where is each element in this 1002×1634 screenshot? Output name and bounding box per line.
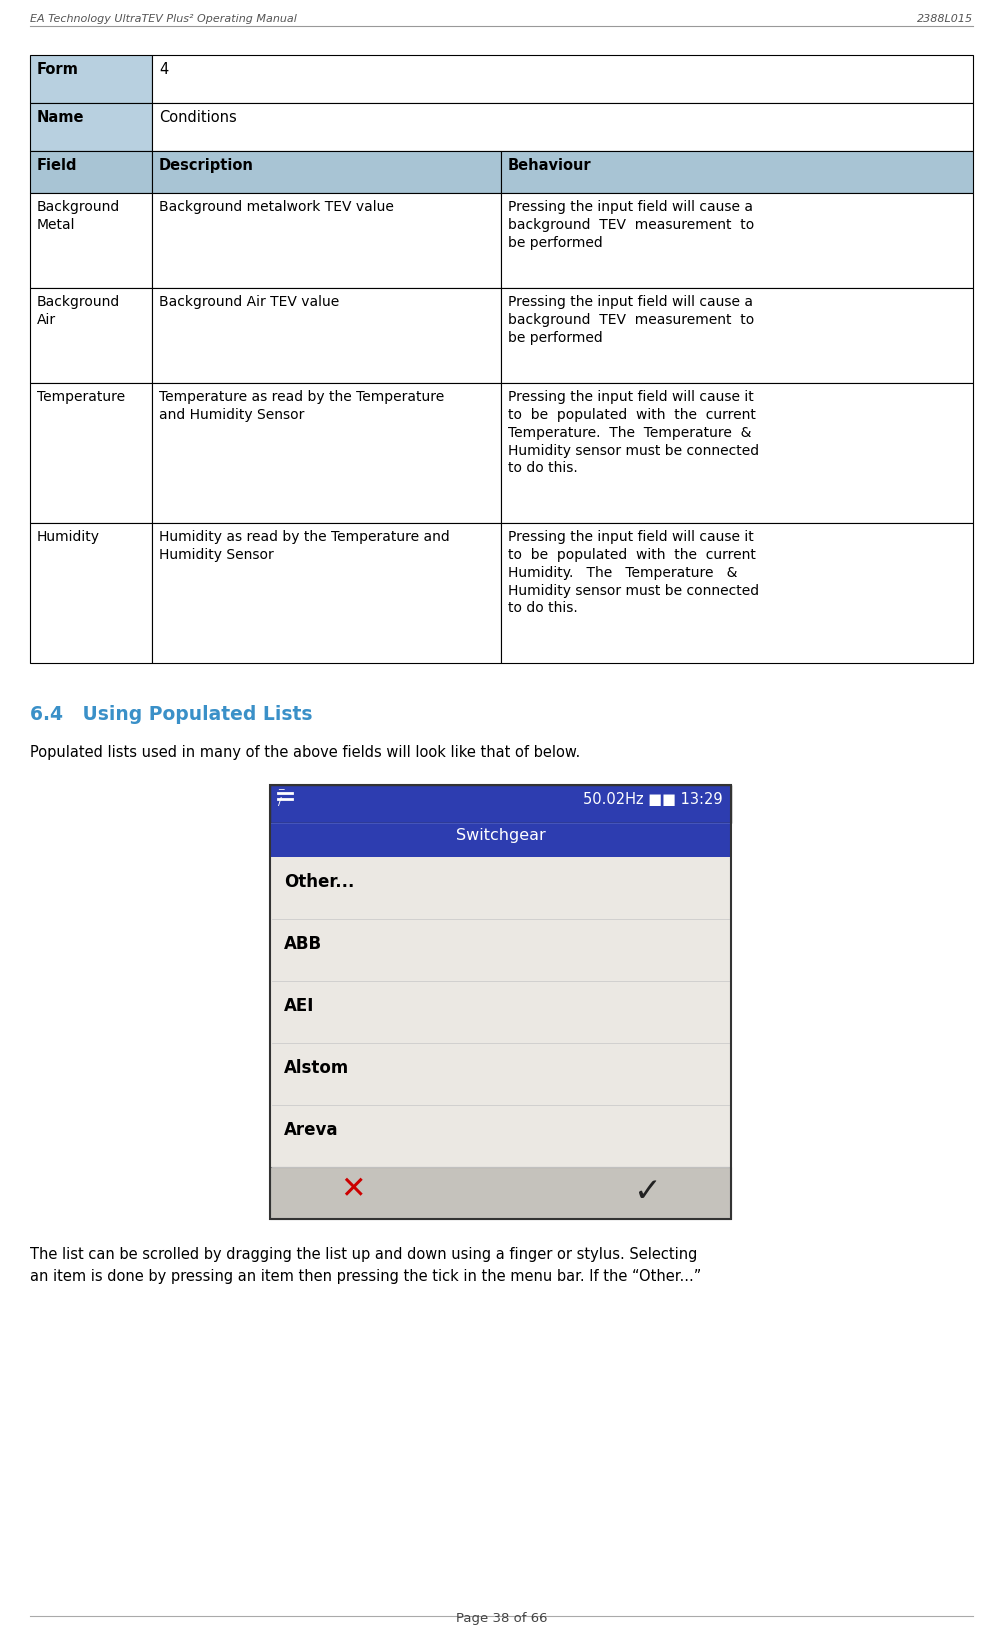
Bar: [152, 288, 501, 382]
Text: ✓: ✓: [633, 1175, 661, 1208]
Text: Pressing the input field will cause it
to  be  populated  with  the  current
Hum: Pressing the input field will cause it t…: [507, 529, 759, 616]
Bar: [501, 193, 972, 288]
Text: EA Technology UltraTEV Plus² Operating Manual: EA Technology UltraTEV Plus² Operating M…: [30, 15, 297, 25]
Bar: [270, 784, 730, 824]
Text: Populated lists used in many of the above fields will look like that of below.: Populated lists used in many of the abov…: [30, 745, 580, 760]
Text: Background
Air: Background Air: [37, 296, 120, 327]
Text: AEI: AEI: [284, 997, 314, 1015]
Bar: [501, 288, 972, 382]
Text: Temperature: Temperature: [37, 391, 125, 404]
Bar: [30, 56, 152, 103]
Text: an item is done by pressing an item then pressing the tick in the menu bar. If t: an item is done by pressing an item then…: [30, 1270, 700, 1284]
Text: Switchgear: Switchgear: [455, 828, 545, 843]
Text: Humidity as read by the Temperature and
Humidity Sensor: Humidity as read by the Temperature and …: [159, 529, 449, 562]
Text: 6.4   Using Populated Lists: 6.4 Using Populated Lists: [30, 704, 313, 724]
Bar: [152, 150, 501, 193]
Bar: [30, 150, 152, 193]
Bar: [30, 523, 152, 663]
Bar: [501, 382, 972, 523]
Text: Temperature as read by the Temperature
and Humidity Sensor: Temperature as read by the Temperature a…: [159, 391, 444, 422]
Bar: [152, 382, 501, 523]
Bar: [30, 193, 152, 288]
Text: ‾
/: ‾ /: [278, 789, 284, 807]
Bar: [152, 523, 501, 663]
Text: 50.02Hz ■■ 13:29: 50.02Hz ■■ 13:29: [583, 792, 722, 807]
Text: Background Air TEV value: Background Air TEV value: [159, 296, 339, 309]
Text: ABB: ABB: [284, 935, 322, 953]
Text: Form: Form: [37, 62, 79, 77]
Text: Areva: Areva: [284, 1121, 338, 1139]
Text: 2388L015: 2388L015: [916, 15, 972, 25]
Bar: [501, 523, 972, 663]
Bar: [501, 150, 972, 193]
Text: Background
Metal: Background Metal: [37, 199, 120, 232]
Text: Alstom: Alstom: [284, 1059, 349, 1077]
Text: Page 38 of 66: Page 38 of 66: [455, 1613, 547, 1624]
Text: Humidity: Humidity: [37, 529, 100, 544]
Text: The list can be scrolled by dragging the list up and down using a finger or styl: The list can be scrolled by dragging the…: [30, 1247, 696, 1261]
Text: Pressing the input field will cause a
background  TEV  measurement  to
be perfor: Pressing the input field will cause a ba…: [507, 296, 754, 345]
Text: Field: Field: [37, 158, 77, 173]
Bar: [270, 1167, 730, 1219]
Bar: [152, 103, 972, 150]
Bar: [270, 784, 730, 1219]
Bar: [270, 824, 730, 856]
Bar: [270, 856, 730, 1167]
Text: Other...: Other...: [284, 873, 354, 891]
Bar: [30, 382, 152, 523]
Text: Pressing the input field will cause a
background  TEV  measurement  to
be perfor: Pressing the input field will cause a ba…: [507, 199, 754, 250]
Text: Name: Name: [37, 109, 84, 124]
Bar: [152, 56, 972, 103]
Text: 4: 4: [159, 62, 168, 77]
Text: Background metalwork TEV value: Background metalwork TEV value: [159, 199, 394, 214]
Text: Description: Description: [159, 158, 254, 173]
Text: Behaviour: Behaviour: [507, 158, 591, 173]
Bar: [30, 103, 152, 150]
Text: Conditions: Conditions: [159, 109, 236, 124]
Bar: [152, 193, 501, 288]
Text: Pressing the input field will cause it
to  be  populated  with  the  current
Tem: Pressing the input field will cause it t…: [507, 391, 759, 475]
Bar: [30, 288, 152, 382]
Text: ✕: ✕: [340, 1175, 366, 1204]
